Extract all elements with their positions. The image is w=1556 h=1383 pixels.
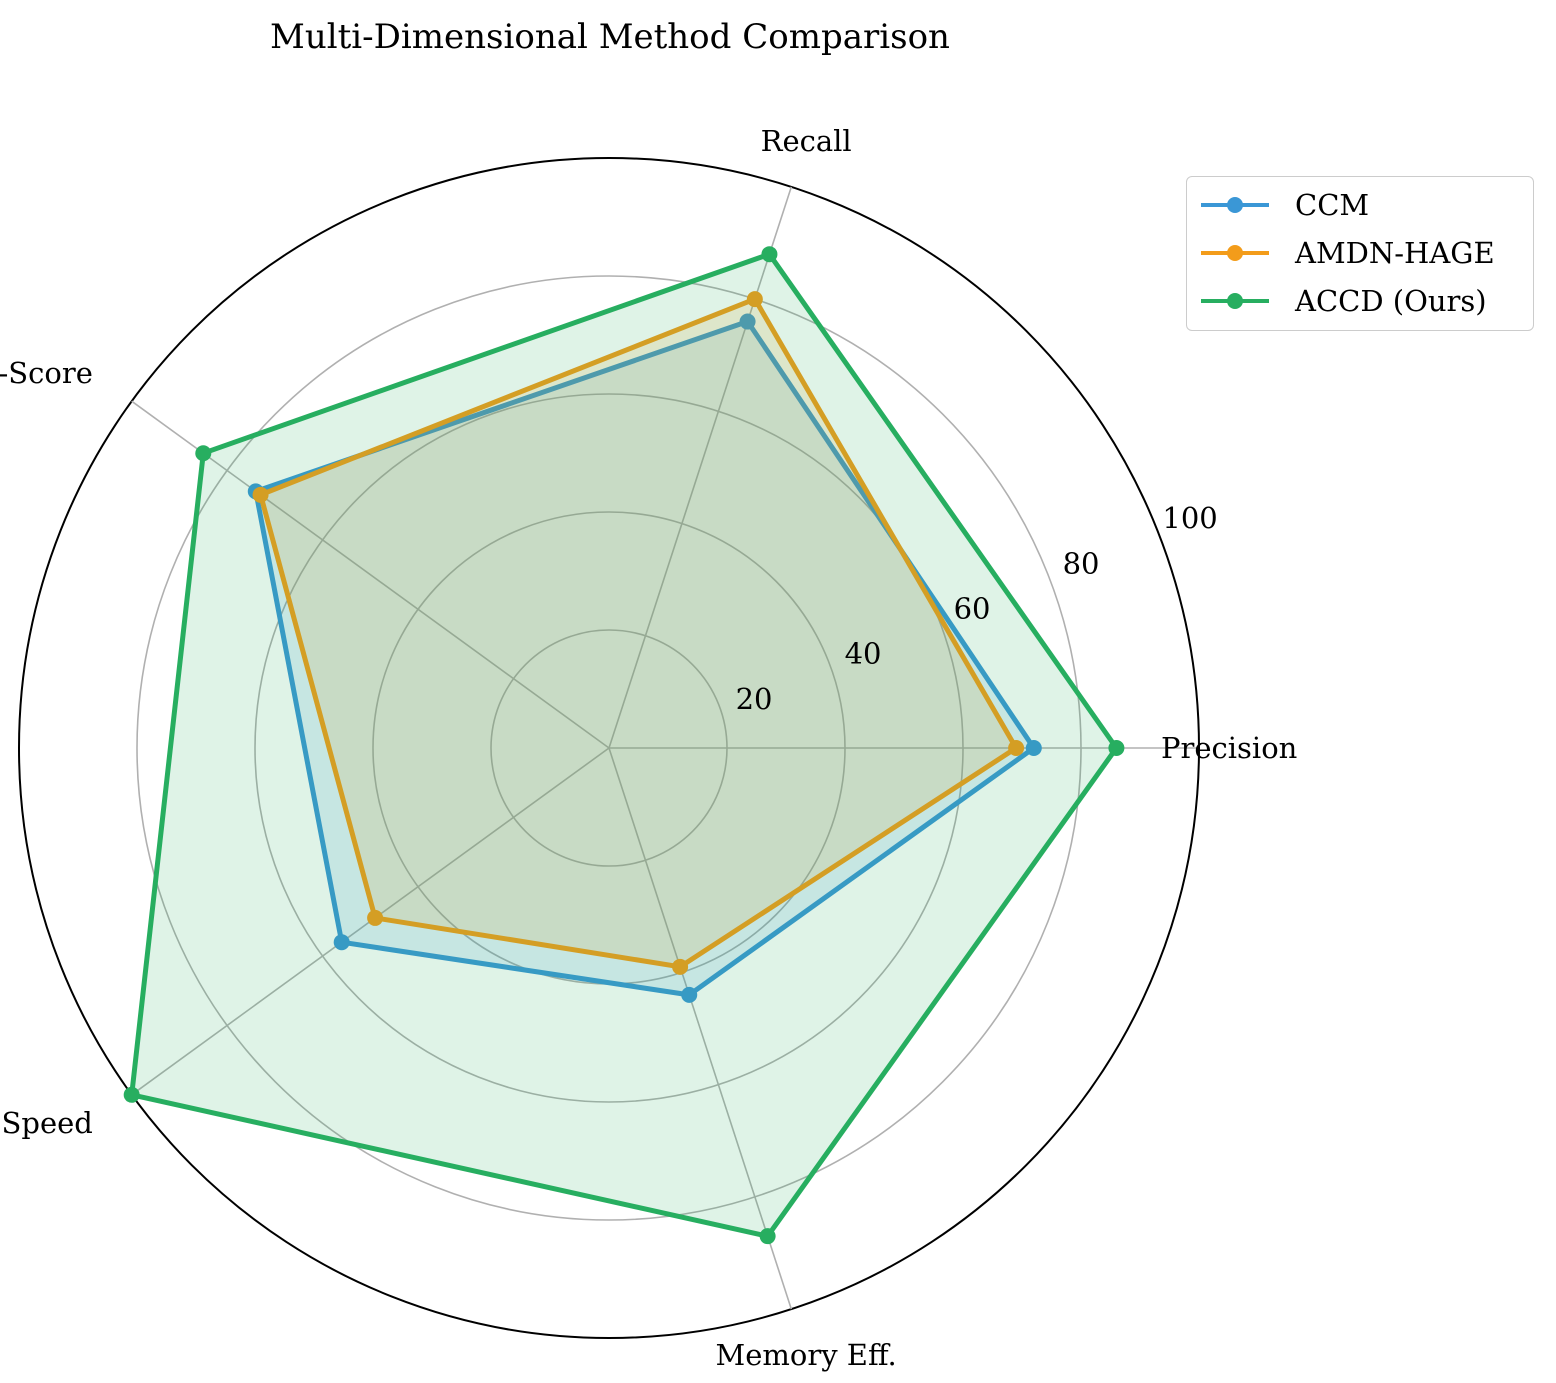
axis-label-recall: Recall: [761, 124, 852, 158]
legend-swatch-amdn-hage: [1197, 233, 1273, 273]
point-ccm-speed: [333, 934, 350, 951]
legend-label-amdn-hage: AMDN-HAGE: [1295, 236, 1495, 270]
legend-item-accd: ACCD (Ours): [1197, 281, 1487, 321]
point-accd-ours-f1-score: [195, 445, 212, 462]
series-line-ccm: [253, 319, 1037, 998]
point-ccm-memory-eff: [681, 986, 698, 1003]
series-amdn-hage: [252, 291, 1025, 975]
point-amdn-hage-memory-eff: [672, 958, 689, 975]
point-accd-ours-memory-eff: [759, 1228, 776, 1245]
legend: CCM AMDN-HAGE ACCD (Ours): [1186, 176, 1534, 331]
point-accd-ours-speed: [123, 1086, 140, 1103]
point-accd-ours-recall: [761, 246, 778, 263]
point-accd-ours-precision: [1108, 740, 1125, 756]
legend-marker-amdn-hage: [1227, 245, 1243, 261]
legend-label-ccm: CCM: [1295, 188, 1370, 222]
spoke-f1-score: [131, 400, 610, 749]
series-line-accd-ours: [129, 251, 1119, 1239]
chart-title: Multi-Dimensional Method Comparison: [270, 17, 950, 57]
point-amdn-hage-f1-score: [252, 486, 269, 503]
radar-series: [123, 246, 1125, 1245]
point-amdn-hage-speed: [367, 909, 384, 926]
legend-marker-ccm: [1227, 197, 1243, 213]
point-amdn-hage-precision: [1008, 740, 1025, 756]
series-ccm: [247, 313, 1042, 1003]
radial-tick-80: 80: [1063, 546, 1100, 580]
series-area-accd-ours: [131, 254, 1117, 1237]
point-ccm-precision: [1025, 740, 1042, 756]
radial-tick-60: 60: [954, 592, 991, 626]
legend-swatch-ccm: [1197, 185, 1273, 225]
radar-labels: Precision Recall F1-Score Speed Memory Eff. 2…: [0, 124, 1297, 1372]
spoke-recall: [608, 186, 793, 749]
radial-tick-100: 100: [1162, 501, 1217, 535]
point-ccm-recall: [739, 313, 756, 330]
axis-label-precision: Precision: [1161, 731, 1297, 765]
axis-label-f1-score: F1-Score: [0, 356, 93, 390]
radial-tick-40: 40: [845, 637, 882, 671]
legend-marker-accd: [1227, 293, 1243, 309]
axis-label-memory-eff: Memory Eff.: [716, 1338, 897, 1372]
legend-item-ccm: CCM: [1197, 185, 1369, 225]
legend-label-accd: ACCD (Ours): [1295, 284, 1487, 318]
axis-label-speed: Speed: [2, 1106, 93, 1140]
series-accd-ours: [123, 246, 1125, 1245]
spoke-memory-eff: [608, 747, 793, 1310]
radial-tick-20: 20: [736, 682, 773, 716]
point-amdn-hage-recall: [746, 291, 763, 308]
legend-swatch-accd: [1197, 281, 1273, 321]
series-area-amdn-hage: [260, 299, 1017, 967]
legend-item-amdn-hage: AMDN-HAGE: [1197, 233, 1495, 273]
series-line-amdn-hage: [258, 296, 1019, 970]
series-area-ccm: [255, 321, 1034, 995]
